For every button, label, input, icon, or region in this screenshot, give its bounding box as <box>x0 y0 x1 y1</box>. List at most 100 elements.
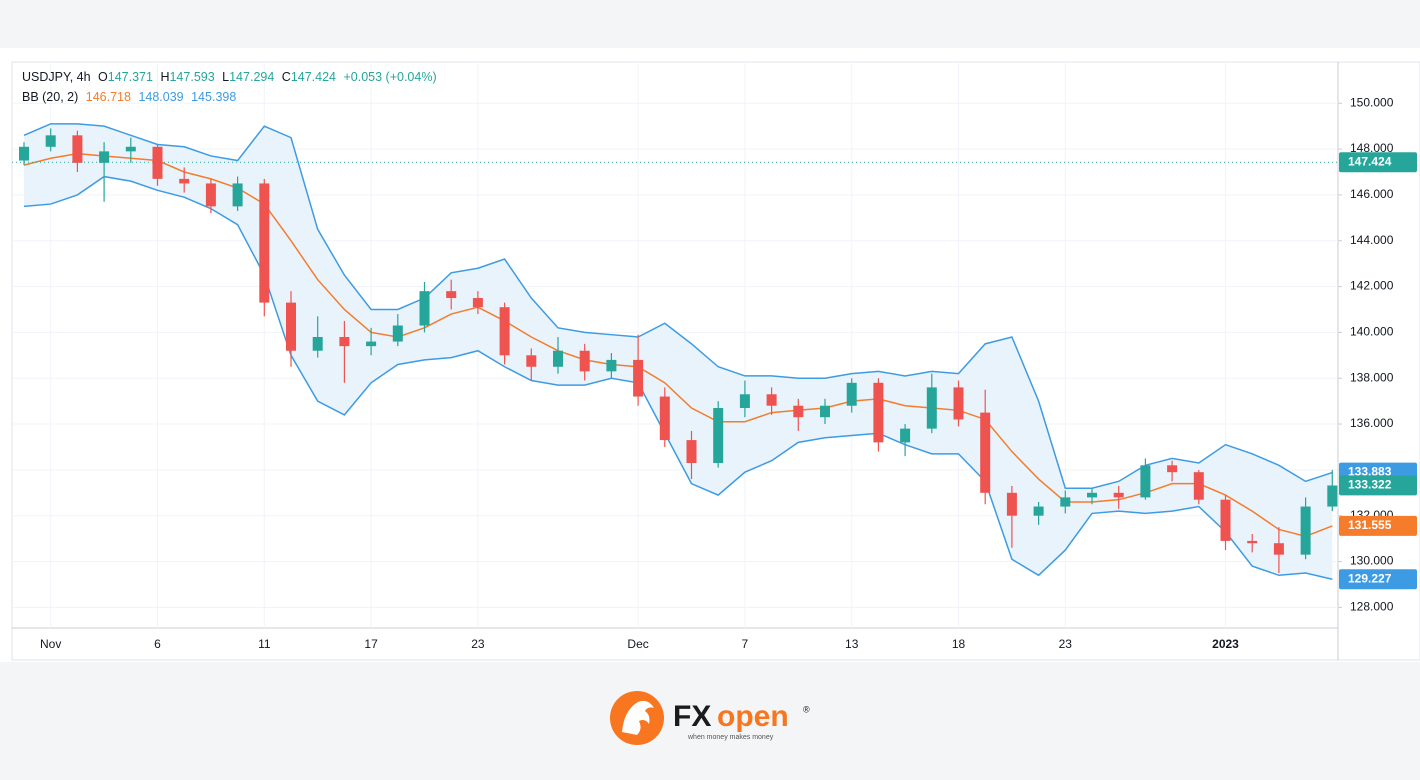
logo: FX open ® when money makes money <box>610 691 810 745</box>
price-tag <box>1339 515 1417 536</box>
y-tick-label: 138.000 <box>1350 370 1394 384</box>
chart-frame <box>11 61 1420 661</box>
candle-body <box>499 307 510 356</box>
c-value: 147.424 <box>290 70 336 84</box>
candle-body <box>553 350 563 367</box>
candle-body <box>72 135 83 163</box>
candle-body <box>526 355 537 367</box>
candle-body <box>659 396 670 441</box>
candle-body <box>900 428 911 443</box>
logo-lion <box>622 700 654 735</box>
candle-body <box>446 291 457 299</box>
candle-body <box>846 382 857 406</box>
candle-body <box>45 135 56 147</box>
candle-body <box>579 350 590 372</box>
y-tick-label: 150.000 <box>1350 95 1394 109</box>
candle-body <box>1140 465 1151 498</box>
x-tick-label: 23 <box>471 637 485 651</box>
y-tick-label: 128.000 <box>1350 600 1394 614</box>
candle-body <box>205 183 216 207</box>
candle-body <box>739 394 750 409</box>
candle-body <box>1033 506 1044 516</box>
candle-body <box>1167 465 1178 473</box>
y-tick-label: 148.000 <box>1350 141 1394 155</box>
h-label: H <box>160 70 170 84</box>
c-label: C <box>281 70 291 84</box>
price-tag <box>1339 152 1417 173</box>
candle-body <box>926 387 937 429</box>
candle-body <box>1087 492 1097 498</box>
candle-body <box>1273 543 1284 555</box>
x-tick-label: 13 <box>845 637 859 651</box>
price-tag-label: 133.883 <box>1348 465 1392 479</box>
candle-body <box>472 298 483 308</box>
h-value: 147.593 <box>169 70 215 84</box>
candle-body <box>366 341 377 347</box>
y-tick-label: 144.000 <box>1350 233 1394 247</box>
candle-body <box>1113 492 1124 498</box>
candle-body <box>259 183 270 303</box>
indicator-name: BB (20, 2) <box>22 90 79 104</box>
price-tag-label: 129.227 <box>1348 571 1392 585</box>
candle-body <box>1247 540 1258 544</box>
x-tick-label: 6 <box>154 637 161 651</box>
candle-body <box>312 336 323 351</box>
candle-body <box>633 359 644 397</box>
brand-tagline: when money makes money <box>687 734 774 741</box>
y-tick-label: 146.000 <box>1350 187 1394 201</box>
band-line <box>23 175 1333 580</box>
x-tick-label: 17 <box>364 637 378 651</box>
o-label: O <box>98 70 108 84</box>
indicator-lower: 145.398 <box>191 90 237 104</box>
ohlc-legend: USDJPY, 4h O147.371 H147.593 L147.294 C1… <box>22 70 441 84</box>
candle-body <box>232 183 243 207</box>
x-tick-label: 2023 <box>1212 637 1239 651</box>
candle-body <box>1327 485 1338 507</box>
indicator-legend: BB (20, 2) 146.718 148.039 145.398 <box>22 90 240 104</box>
x-tick-label: 23 <box>1059 637 1073 651</box>
candle-body <box>1193 472 1204 500</box>
candle-body <box>339 336 350 347</box>
chart-panel <box>0 48 1420 662</box>
x-tick-label: 18 <box>952 637 966 651</box>
candle-body <box>179 178 190 184</box>
brand-mark: ® <box>803 704 810 714</box>
price-tag <box>1339 569 1417 590</box>
candle-body <box>1006 492 1017 516</box>
candle-body <box>419 291 430 326</box>
candle-body <box>392 325 403 342</box>
price-tag-label: 133.322 <box>1348 478 1392 492</box>
candle-body <box>1220 499 1231 541</box>
x-tick-label: 11 <box>258 637 271 651</box>
price-tag <box>1339 475 1417 496</box>
x-tick-label: Nov <box>40 637 61 651</box>
band-fill <box>24 123 1333 580</box>
candle-body <box>953 387 964 420</box>
brand-fx: FX <box>673 700 711 733</box>
change: +0.053 (+0.04%) <box>343 70 437 84</box>
candle-body <box>713 408 724 464</box>
brand-open: open <box>717 700 789 733</box>
symbol: USDJPY, 4h <box>22 70 91 84</box>
o-value: 147.371 <box>107 70 153 84</box>
candle-body <box>820 405 830 418</box>
price-tag-label: 147.424 <box>1348 154 1392 168</box>
indicator-basis: 146.718 <box>85 90 131 104</box>
l-label: L <box>222 70 230 84</box>
x-tick-label: Dec <box>627 637 648 651</box>
candle-body <box>1300 506 1311 555</box>
indicator-upper: 148.039 <box>138 90 184 104</box>
y-tick-label: 130.000 <box>1350 554 1394 568</box>
y-tick-label: 140.000 <box>1350 325 1394 339</box>
candle-body <box>766 394 777 406</box>
price-tag-label: 131.555 <box>1348 518 1392 532</box>
candle-body <box>980 412 991 493</box>
candle-body <box>152 146 163 179</box>
candle-body <box>873 382 884 443</box>
l-value: 147.294 <box>229 70 275 84</box>
x-tick-label: 7 <box>742 637 749 651</box>
candle-body <box>19 146 29 161</box>
candle-body <box>793 405 804 418</box>
